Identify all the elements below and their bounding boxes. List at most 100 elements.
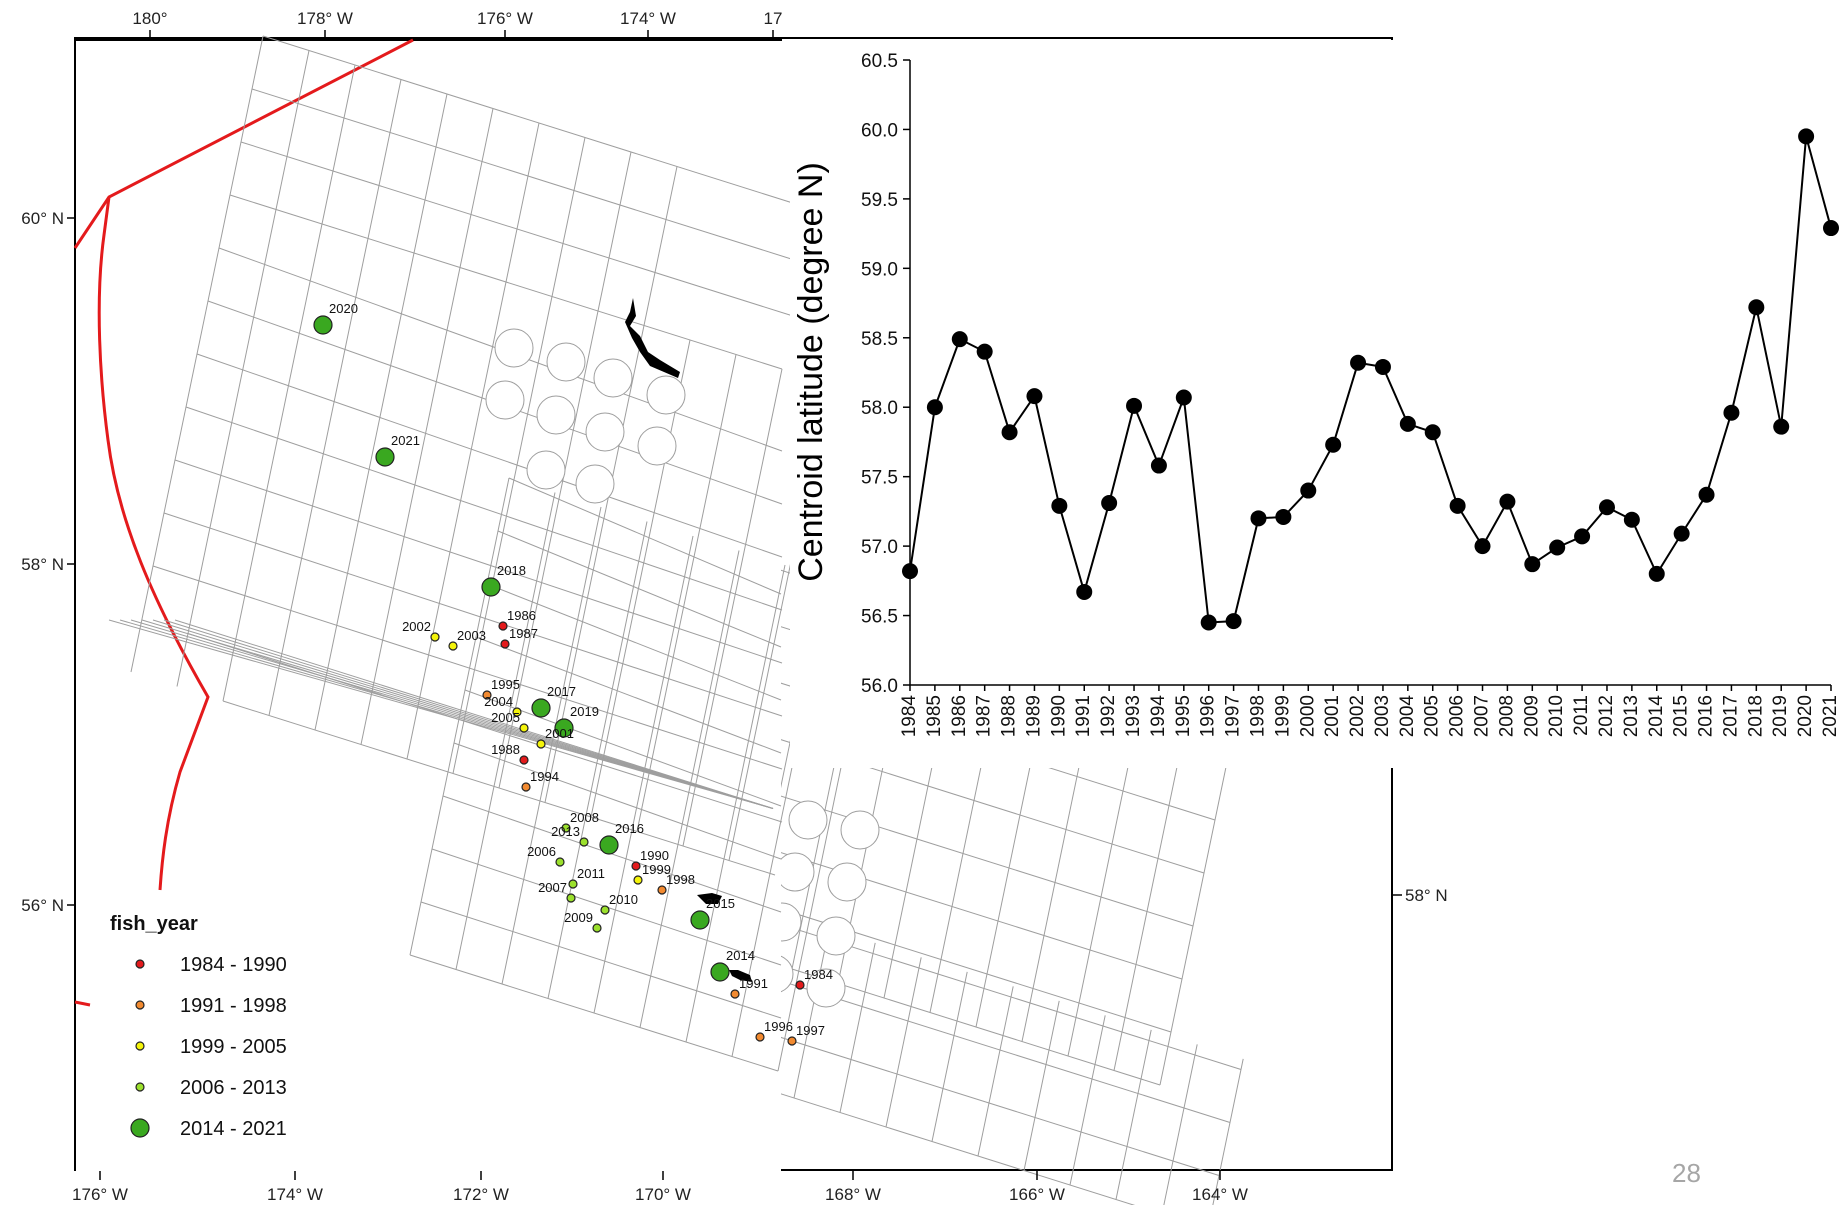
data-point-1993 [1126, 397, 1143, 414]
point-label-2010: 2010 [609, 892, 638, 907]
data-point-2021 [1823, 220, 1839, 237]
lon-tick-label: 178° W [297, 9, 353, 28]
lon-tick-label: 168° W [825, 1185, 881, 1204]
legend-label: 2006 - 2013 [180, 1077, 287, 1099]
data-point-2011 [1574, 528, 1591, 545]
x-tick-label: 1995 [1173, 695, 1194, 737]
point-label-1994: 1994 [530, 769, 559, 784]
grid-line [163, 619, 774, 809]
grid-line [152, 565, 783, 770]
catch-point-2008 [561, 823, 571, 833]
lon-tick-label: 170° W [635, 1185, 691, 1204]
legend-label: 2014 - 2021 [180, 1118, 287, 1140]
x-tick-label: 1989 [1023, 695, 1044, 737]
boundary-line-west [97, 196, 210, 891]
lon-tick-label: 176° W [72, 1185, 128, 1204]
y-tick-label: 57.5 [861, 468, 898, 489]
point-label-2014: 2014 [726, 948, 755, 963]
island-middle [697, 893, 722, 904]
data-point-1985 [926, 399, 943, 416]
map-upper-background [75, 40, 781, 1171]
x-tick-label: 1984 [899, 695, 920, 738]
grid-line [409, 477, 510, 956]
island-north [625, 298, 680, 378]
data-point-2005 [1424, 424, 1441, 441]
x-tick-label: 1988 [999, 695, 1020, 737]
closure-circle [494, 328, 534, 368]
grid-line [475, 636, 782, 754]
grid-line [174, 619, 774, 809]
catch-point-1995 [482, 690, 492, 700]
grid-line [1163, 1044, 1198, 1205]
lon-tick-label: 180° [132, 9, 167, 28]
x-tick-label: 2007 [1472, 695, 1493, 737]
point-label-2015: 2015 [706, 896, 735, 911]
catch-point-2018 [481, 577, 501, 597]
grid-line [196, 353, 783, 558]
lon-tick-label: 166° W [1009, 1185, 1065, 1204]
point-label-2005: 2005 [491, 710, 520, 725]
point-label-2004: 2004 [484, 694, 513, 709]
x-tick-label: 1998 [1247, 695, 1268, 737]
catch-point-2014 [710, 962, 730, 982]
y-tick-label: 58.0 [861, 398, 898, 419]
grid-line [268, 238, 369, 716]
catch-point-2017 [531, 698, 551, 718]
grid-line [839, 942, 876, 1113]
data-point-2013 [1623, 511, 1640, 528]
y-axis-title: Centroid latitude (degree N) [792, 162, 830, 582]
data-point-1990 [1051, 497, 1068, 514]
catch-point-2006 [555, 857, 565, 867]
catch-point-2011 [568, 879, 578, 889]
data-point-1995 [1175, 389, 1192, 406]
grid-line [163, 512, 783, 717]
grid-line [1069, 1015, 1106, 1186]
grid-line [174, 459, 783, 664]
lon-tick-label: 164° W [1192, 1185, 1248, 1204]
catch-point-2010 [600, 905, 610, 915]
grid-line [459, 108, 494, 268]
x-tick-label: 2020 [1795, 695, 1816, 737]
data-point-2019 [1773, 418, 1790, 435]
point-label-1999: 1999 [642, 862, 671, 877]
point-label-1995: 1995 [491, 677, 520, 692]
closure-circle [536, 395, 576, 435]
x-tick-label: 2000 [1297, 695, 1318, 737]
data-point-1999 [1275, 508, 1292, 525]
x-tick-label: 1987 [974, 695, 995, 737]
data-point-2017 [1723, 404, 1740, 421]
grid-line [590, 339, 691, 818]
grid-line [119, 619, 774, 809]
x-tick-label: 1999 [1272, 695, 1293, 737]
lon-tick-label: 17 [764, 9, 783, 28]
lon-tick-label: 174° W [620, 9, 676, 28]
x-tick-label: 2004 [1397, 695, 1418, 738]
y-tick-label: 59.5 [861, 190, 898, 211]
legend-swatch [135, 1000, 145, 1010]
grid-line [547, 521, 648, 999]
point-label-2009: 2009 [564, 910, 593, 925]
closure-circle [585, 412, 625, 452]
catch-point-1998 [657, 885, 667, 895]
catch-point-1999 [633, 875, 643, 885]
point-label-2001: 2001 [545, 726, 574, 741]
grid-line [152, 619, 774, 809]
catch-point-2001 [536, 739, 546, 749]
catch-point-2021 [375, 447, 395, 467]
grid-line [187, 633, 783, 823]
grid-line [314, 252, 415, 731]
grid-line [360, 267, 461, 745]
data-point-2004 [1399, 415, 1416, 432]
point-label-1991: 1991 [739, 976, 768, 991]
x-tick-label: 2015 [1671, 695, 1692, 737]
grid-line [551, 137, 586, 297]
data-point-2006 [1449, 497, 1466, 514]
point-label-1984: 1984 [804, 967, 833, 982]
data-point-1987 [976, 343, 993, 360]
grid-line [275, 50, 310, 210]
x-tick-label: 2002 [1347, 695, 1368, 737]
x-tick-label: 1986 [949, 695, 970, 737]
closure-circle [575, 464, 615, 504]
grid-line [682, 368, 783, 847]
